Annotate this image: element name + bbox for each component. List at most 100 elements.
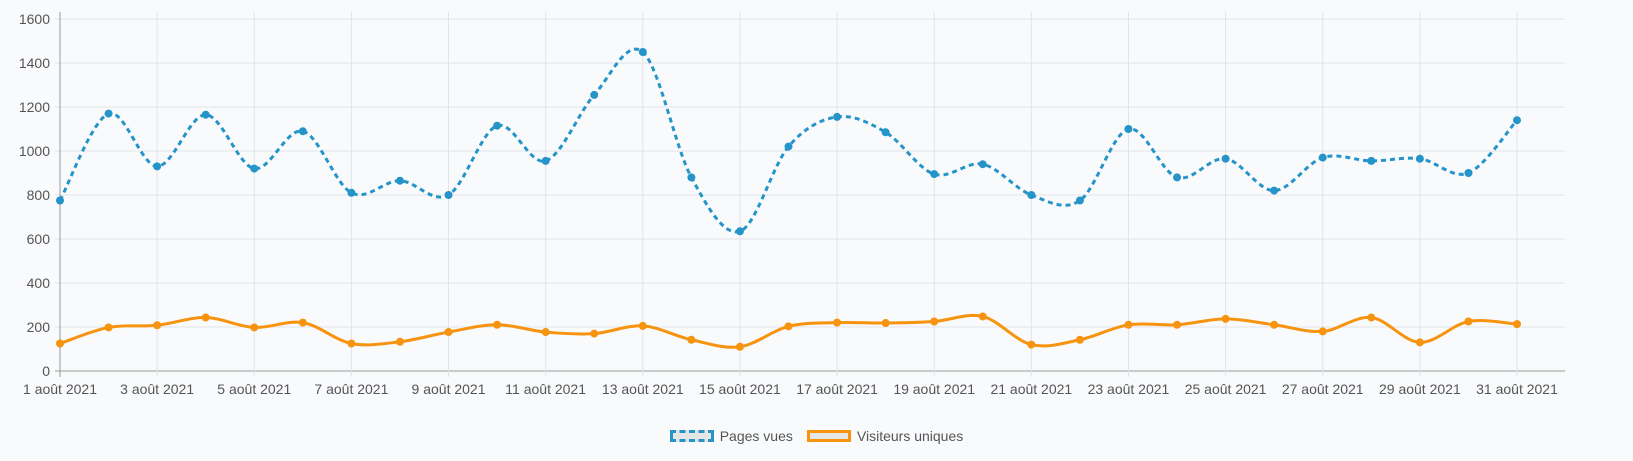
data-point-visiteurs-uniques[interactable]	[541, 328, 550, 337]
data-point-pages-vues[interactable]	[784, 142, 793, 151]
x-tick-label: 31 août 2021	[1476, 381, 1558, 397]
data-point-pages-vues[interactable]	[1270, 186, 1279, 195]
series-line-pages-vues	[58, 47, 1519, 234]
data-point-pages-vues[interactable]	[1027, 191, 1036, 199]
data-point-visiteurs-uniques[interactable]	[1124, 320, 1133, 329]
x-tick-label: 3 août 2021	[120, 381, 194, 397]
data-point-visiteurs-uniques[interactable]	[395, 337, 404, 346]
data-point-visiteurs-uniques[interactable]	[1173, 320, 1182, 329]
legend-item-visiteurs-uniques[interactable]: Visiteurs uniques	[806, 428, 964, 444]
data-point-pages-vues[interactable]	[1415, 154, 1424, 163]
data-point-visiteurs-uniques[interactable]	[735, 342, 744, 351]
y-tick-label: 0	[42, 363, 50, 379]
x-tick-label: 9 août 2021	[412, 381, 486, 397]
data-point-pages-vues[interactable]	[735, 227, 744, 236]
data-point-visiteurs-uniques[interactable]	[590, 329, 599, 338]
data-point-visiteurs-uniques[interactable]	[493, 320, 502, 329]
legend-label-visiteurs-uniques: Visiteurs uniques	[856, 428, 964, 444]
data-point-visiteurs-uniques[interactable]	[104, 323, 113, 332]
data-point-visiteurs-uniques[interactable]	[347, 339, 356, 348]
data-point-pages-vues[interactable]	[395, 176, 404, 185]
x-tick-label: 17 août 2021	[796, 381, 878, 397]
data-point-visiteurs-uniques[interactable]	[1221, 314, 1230, 323]
x-tick-label: 29 août 2021	[1379, 381, 1461, 397]
data-point-visiteurs-uniques[interactable]	[1318, 327, 1327, 336]
data-point-visiteurs-uniques[interactable]	[1513, 320, 1521, 329]
data-point-pages-vues[interactable]	[930, 170, 939, 179]
data-point-visiteurs-uniques[interactable]	[56, 339, 64, 348]
x-tick-label: 1 août 2021	[23, 381, 97, 397]
x-tick-label: 19 août 2021	[893, 381, 975, 397]
y-tick-label: 400	[27, 275, 51, 291]
data-point-pages-vues[interactable]	[1075, 196, 1084, 205]
chart-legend: Pages vues Visiteurs uniques	[0, 428, 1633, 444]
data-point-visiteurs-uniques[interactable]	[1367, 313, 1376, 322]
chart-series	[56, 47, 1521, 351]
data-point-visiteurs-uniques[interactable]	[1027, 340, 1036, 349]
data-point-visiteurs-uniques[interactable]	[930, 317, 939, 326]
y-tick-label: 1600	[19, 11, 50, 27]
data-point-visiteurs-uniques[interactable]	[833, 318, 842, 327]
data-point-pages-vues[interactable]	[250, 164, 259, 173]
data-point-pages-vues[interactable]	[104, 109, 113, 118]
x-tick-label: 11 août 2021	[505, 381, 586, 397]
data-point-pages-vues[interactable]	[638, 48, 647, 56]
x-tick-label: 25 août 2021	[1185, 381, 1267, 397]
data-point-pages-vues[interactable]	[201, 110, 210, 119]
y-tick-label: 200	[27, 319, 51, 335]
legend-label-pages-vues: Pages vues	[719, 428, 793, 444]
x-tick-label: 23 août 2021	[1088, 381, 1170, 397]
data-point-pages-vues[interactable]	[1173, 173, 1182, 182]
data-point-pages-vues[interactable]	[1367, 156, 1376, 165]
data-point-visiteurs-uniques[interactable]	[978, 312, 987, 321]
data-point-pages-vues[interactable]	[590, 90, 599, 99]
data-point-visiteurs-uniques[interactable]	[638, 321, 647, 330]
x-tick-label: 15 août 2021	[699, 381, 781, 397]
x-axis: 1 août 2021 3 août 2021 5 août 2021 7 août …	[23, 381, 1558, 397]
y-tick-label: 1400	[19, 55, 50, 71]
data-point-pages-vues[interactable]	[1464, 169, 1473, 177]
data-point-visiteurs-uniques[interactable]	[687, 335, 696, 344]
y-axis: 0 200 400 600 800 1000 1200 1400 1600	[19, 11, 50, 379]
data-point-pages-vues[interactable]	[444, 191, 453, 199]
data-point-visiteurs-uniques[interactable]	[201, 313, 210, 322]
y-tick-label: 800	[27, 187, 51, 203]
data-point-visiteurs-uniques[interactable]	[881, 319, 890, 328]
data-point-pages-vues[interactable]	[1124, 125, 1133, 133]
data-point-pages-vues[interactable]	[56, 196, 64, 205]
data-point-pages-vues[interactable]	[1513, 116, 1521, 125]
data-point-pages-vues[interactable]	[1221, 154, 1230, 163]
data-point-visiteurs-uniques[interactable]	[1464, 317, 1473, 326]
data-point-pages-vues[interactable]	[298, 127, 307, 136]
data-point-visiteurs-uniques[interactable]	[298, 318, 307, 327]
x-tick-label: 5 août 2021	[217, 381, 291, 397]
data-point-visiteurs-uniques[interactable]	[444, 328, 453, 337]
x-tick-label: 21 août 2021	[990, 381, 1072, 397]
data-point-visiteurs-uniques[interactable]	[250, 323, 259, 332]
legend-item-pages-vues[interactable]: Pages vues	[669, 428, 793, 444]
data-point-visiteurs-uniques[interactable]	[784, 322, 793, 331]
legend-swatch-pages-vues	[669, 430, 714, 442]
data-point-visiteurs-uniques[interactable]	[1270, 320, 1279, 329]
data-point-pages-vues[interactable]	[881, 128, 890, 137]
y-tick-label: 1000	[19, 143, 50, 159]
x-tick-label: 7 août 2021	[314, 381, 388, 397]
y-tick-label: 600	[27, 231, 51, 247]
data-point-visiteurs-uniques[interactable]	[1415, 338, 1424, 347]
series-line-visiteurs-uniques	[59, 313, 1518, 349]
data-point-pages-vues[interactable]	[978, 160, 987, 169]
x-tick-label: 27 août 2021	[1282, 381, 1364, 397]
data-point-pages-vues[interactable]	[493, 121, 502, 130]
data-point-pages-vues[interactable]	[687, 173, 696, 182]
data-point-pages-vues[interactable]	[153, 162, 162, 171]
data-point-visiteurs-uniques[interactable]	[1075, 335, 1084, 344]
data-point-pages-vues[interactable]	[833, 112, 842, 121]
y-tick-label: 1200	[19, 99, 50, 115]
data-point-pages-vues[interactable]	[347, 188, 356, 197]
legend-swatch-visiteurs-uniques	[806, 430, 851, 442]
data-point-visiteurs-uniques[interactable]	[153, 321, 162, 330]
data-point-pages-vues[interactable]	[541, 156, 550, 165]
data-point-pages-vues[interactable]	[1318, 153, 1327, 162]
x-tick-label: 13 août 2021	[602, 381, 684, 397]
